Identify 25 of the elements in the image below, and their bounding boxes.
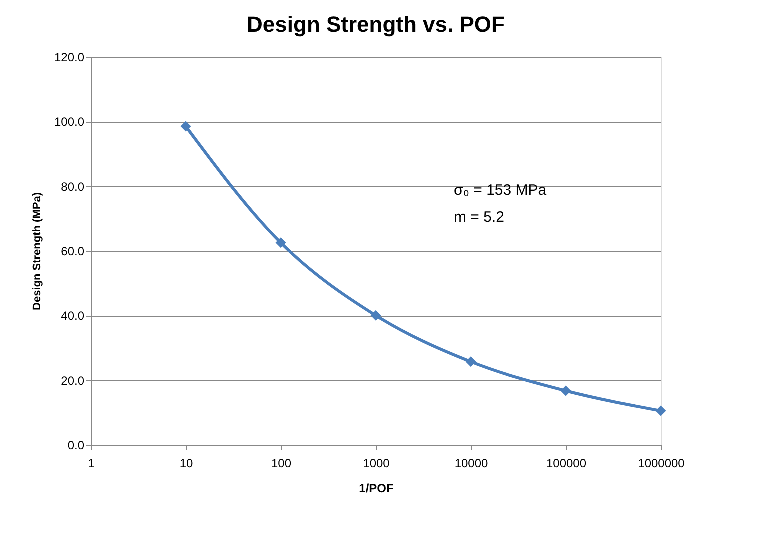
chart-title: Design Strength vs. POF bbox=[247, 12, 505, 37]
x-tick-label: 10000 bbox=[454, 456, 489, 470]
point bbox=[656, 406, 666, 416]
x-axis-title: 1/POF bbox=[359, 482, 394, 496]
y-tick-label: 120.0 bbox=[54, 50, 85, 64]
x-tick-label: 100 bbox=[271, 456, 292, 470]
x-tick-label: 10 bbox=[180, 456, 194, 470]
point bbox=[370, 310, 382, 321]
point bbox=[466, 356, 476, 368]
x-tick-label: 1000 bbox=[363, 456, 390, 470]
annotation: m = 5.2 bbox=[454, 209, 504, 226]
y-tick-label: 80.0 bbox=[61, 180, 85, 194]
x-tick-label: 100000 bbox=[546, 456, 587, 470]
point bbox=[276, 238, 286, 248]
point bbox=[560, 386, 572, 396]
x-tick-label: 1 bbox=[88, 456, 96, 470]
y-tick-label: 60.0 bbox=[61, 244, 85, 258]
point bbox=[180, 121, 192, 132]
y-axis-title: Design Strength (MPa) bbox=[31, 192, 44, 310]
x-tick-label: 1000000 bbox=[638, 456, 686, 470]
y-tick-label: 0.0 bbox=[68, 438, 85, 452]
y-tick-label: 20.0 bbox=[61, 374, 85, 388]
y-tick-label: 40.0 bbox=[61, 309, 85, 324]
y-tick-label: 100.0 bbox=[54, 115, 85, 130]
annotation: σ₀ = 153 MPa bbox=[454, 182, 548, 199]
